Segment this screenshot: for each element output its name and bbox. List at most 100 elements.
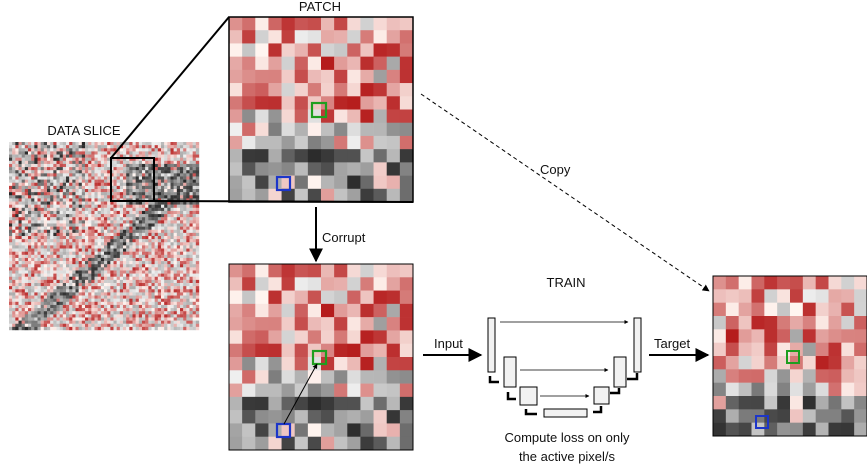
slice-pixel [176,210,181,215]
slice-pixel [15,242,19,246]
slice-pixel [40,308,45,312]
slice-pixel [123,207,127,212]
slice-pixel [88,298,92,302]
slice-pixel [186,214,190,218]
slice-pixel [66,276,70,281]
slice-pixel [170,201,174,205]
slice-pixel [195,320,200,324]
slice-pixel [66,229,70,234]
slice-pixel [176,273,181,277]
slice-pixel [85,167,89,171]
slice-pixel [113,229,117,234]
slice-pixel [189,248,193,252]
slice-pixel [34,226,38,230]
slice-pixel [138,311,143,315]
pixel [334,436,348,451]
slice-pixel [148,223,152,227]
pixel [828,302,842,317]
slice-pixel [170,217,174,221]
slice-pixel [100,170,105,174]
slice-pixel [47,182,51,187]
slice-pixel [119,273,124,277]
slice-pixel [31,210,35,215]
slice-pixel [9,301,13,306]
slice-pixel [100,308,105,312]
slice-pixel [18,154,22,158]
slice-pixel [94,279,98,284]
slice-pixel [129,179,133,183]
slice-pixel [66,192,70,196]
pixel [255,396,269,411]
slice-pixel [91,257,95,262]
slice-pixel [192,214,197,218]
slice-pixel [47,326,51,331]
slice-pixel [85,236,89,240]
pixel [268,56,282,71]
slice-pixel [50,223,54,227]
slice-pixel [110,204,114,208]
slice-pixel [34,245,38,249]
pixel [268,149,282,163]
slice-pixel [18,204,22,208]
pixel [386,357,401,371]
slice-pixel [21,223,26,227]
slice-pixel [59,279,64,284]
slice-pixel [189,311,193,315]
slice-pixel [161,289,165,293]
slice-pixel [154,182,159,187]
slice-pixel [59,239,64,243]
slice-pixel [47,214,51,218]
pixel [854,289,867,303]
slice-pixel [37,245,41,249]
slice-pixel [18,185,22,190]
slice-pixel [97,223,102,227]
slice-pixel [59,157,64,161]
slice-pixel [56,304,60,309]
slice-pixel [34,289,38,293]
slice-pixel [167,192,171,196]
slice-pixel [161,257,165,262]
slice-pixel [66,201,70,205]
pixel [307,135,322,150]
slice-pixel [104,311,108,315]
slice-pixel [69,163,73,168]
slice-pixel [9,257,13,262]
slice-pixel [132,157,136,161]
slice-pixel [123,304,127,309]
slice-pixel [113,301,117,306]
slice-pixel [113,160,117,165]
slice-pixel [148,276,152,281]
slice-pixel [170,311,174,315]
slice-pixel [85,179,89,183]
slice-pixel [180,195,184,199]
slice-pixel [116,286,121,290]
slice-pixel [151,267,155,271]
slice-pixel [180,204,184,208]
slice-pixel [116,210,121,215]
slice-pixel [145,283,149,287]
slice-pixel [167,326,171,331]
slice-pixel [94,311,98,315]
slice-pixel [100,236,105,240]
slice-pixel [183,220,187,224]
slice-pixel [100,286,105,290]
slice-pixel [18,276,22,281]
slice-pixel [183,226,187,230]
slice-pixel [56,195,60,199]
slice-pixel [189,279,193,284]
pixel [725,302,739,317]
slice-pixel [183,185,187,190]
slice-pixel [192,198,197,202]
slice-pixel [138,142,143,146]
slice-pixel [119,154,124,158]
pixel [255,264,269,278]
slice-pixel [132,279,136,284]
slice-pixel [107,264,111,268]
slice-pixel [173,308,178,312]
slice-pixel [167,220,171,224]
slice-pixel [113,210,117,215]
pixel [841,396,855,410]
slice-pixel [195,226,200,230]
slice-pixel [119,308,124,312]
slice-pixel [100,267,105,271]
